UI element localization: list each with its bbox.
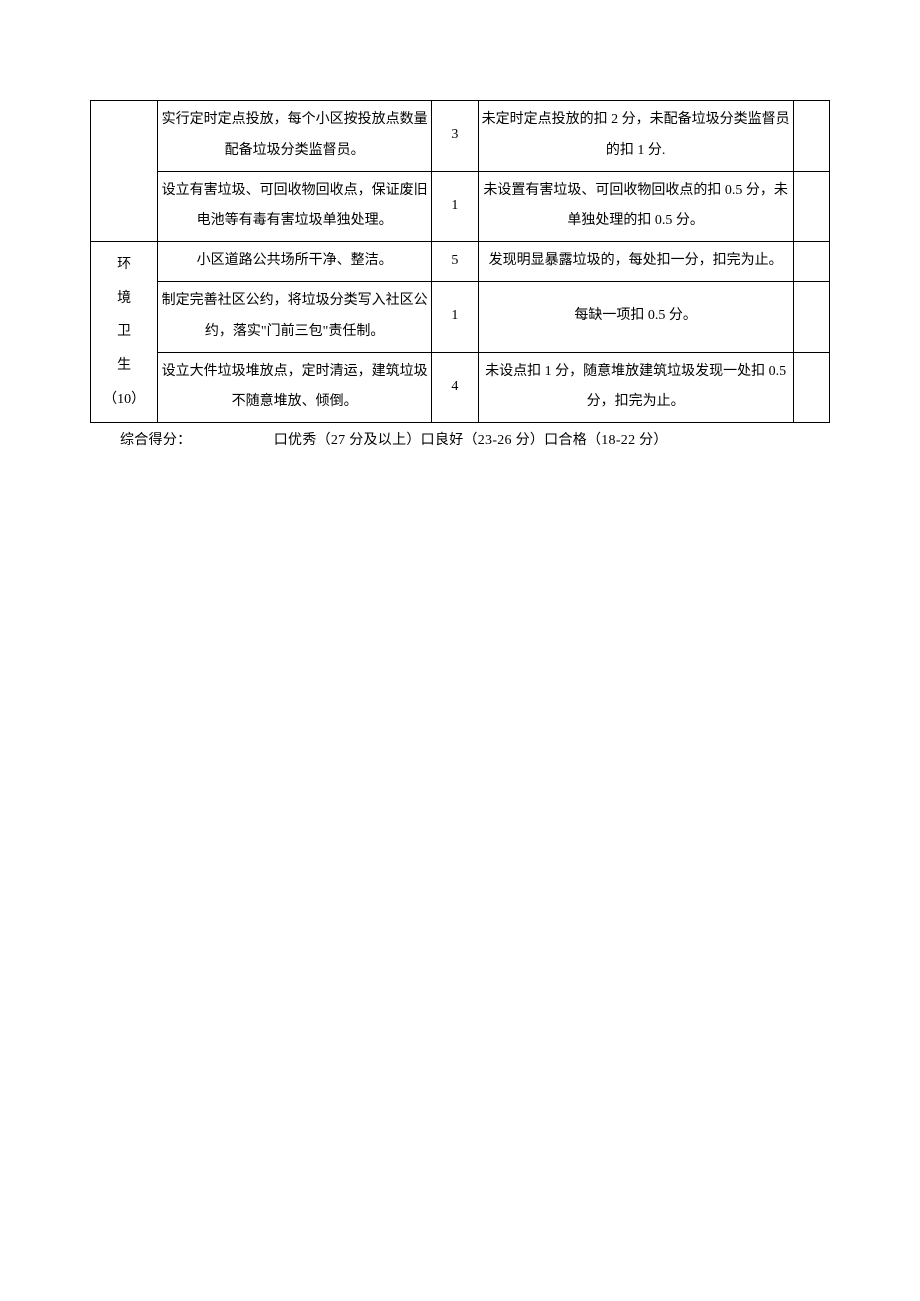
blank-cell (793, 281, 829, 352)
score-cell: 5 (432, 242, 479, 282)
table-row: 实行定时定点投放，每个小区按投放点数量配备垃圾分类监督员。 3 未定时定点投放的… (91, 101, 830, 172)
blank-cell (793, 242, 829, 282)
category-paren: （10） (103, 383, 145, 417)
category-char: 生 (117, 349, 131, 383)
footer-line: 综合得分： 口优秀（27 分及以上）口良好（23-26 分）口合格（18-22 … (90, 429, 830, 449)
rule-cell: 每缺一项扣 0.5 分。 (478, 281, 793, 352)
desc-cell: 小区道路公共场所干净、整洁。 (158, 242, 432, 282)
category-char: 环 (117, 248, 131, 282)
desc-cell: 制定完善社区公约，将垃圾分类写入社区公约，落实"门前三包"责任制。 (158, 281, 432, 352)
category-char: 卫 (117, 315, 131, 349)
rule-cell: 未设点扣 1 分，随意堆放建筑垃圾发现一处扣 0.5 分，扣完为止。 (478, 352, 793, 423)
desc-cell: 设立大件垃圾堆放点，定时清运，建筑垃圾不随意堆放、倾倒。 (158, 352, 432, 423)
table-row: 设立大件垃圾堆放点，定时清运，建筑垃圾不随意堆放、倾倒。 4 未设点扣 1 分，… (91, 352, 830, 423)
score-cell: 4 (432, 352, 479, 423)
blank-cell (793, 171, 829, 242)
footer-label: 综合得分： (120, 429, 270, 449)
category-char: 境 (117, 282, 131, 316)
desc-cell: 实行定时定点投放，每个小区按投放点数量配备垃圾分类监督员。 (158, 101, 432, 172)
page-container: 实行定时定点投放，每个小区按投放点数量配备垃圾分类监督员。 3 未定时定点投放的… (0, 0, 920, 449)
score-cell: 3 (432, 101, 479, 172)
scoring-table: 实行定时定点投放，每个小区按投放点数量配备垃圾分类监督员。 3 未定时定点投放的… (90, 100, 830, 423)
category-label-vertical: 环 境 卫 生 （10） (93, 248, 155, 416)
rule-cell: 未定时定点投放的扣 2 分，未配备垃圾分类监督员的扣 1 分. (478, 101, 793, 172)
score-cell: 1 (432, 281, 479, 352)
blank-cell (793, 101, 829, 172)
rule-cell: 未设置有害垃圾、可回收物回收点的扣 0.5 分，未单独处理的扣 0.5 分。 (478, 171, 793, 242)
desc-cell: 设立有害垃圾、可回收物回收点，保证废旧电池等有毒有害垃圾单独处理。 (158, 171, 432, 242)
footer-options: 口优秀（27 分及以上）口良好（23-26 分）口合格（18-22 分） (274, 433, 668, 448)
blank-cell (793, 352, 829, 423)
table-row: 制定完善社区公约，将垃圾分类写入社区公约，落实"门前三包"责任制。 1 每缺一项… (91, 281, 830, 352)
score-cell: 1 (432, 171, 479, 242)
rule-cell: 发现明显暴露垃圾的，每处扣一分，扣完为止。 (478, 242, 793, 282)
category-cell-1 (91, 101, 158, 242)
table-row: 环 境 卫 生 （10） 小区道路公共场所干净、整洁。 5 发现明显暴露垃圾的，… (91, 242, 830, 282)
table-row: 设立有害垃圾、可回收物回收点，保证废旧电池等有毒有害垃圾单独处理。 1 未设置有… (91, 171, 830, 242)
category-cell-2: 环 境 卫 生 （10） (91, 242, 158, 423)
